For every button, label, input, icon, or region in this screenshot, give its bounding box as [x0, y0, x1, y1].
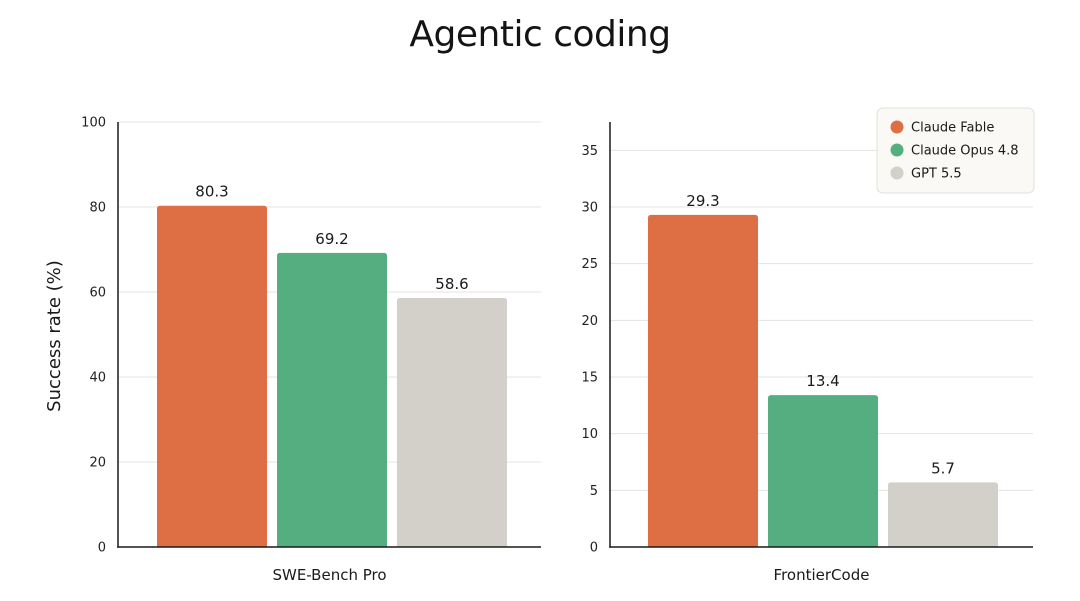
panel1-value-label: 58.6	[435, 275, 468, 293]
panel1-x-label: SWE-Bench Pro	[272, 566, 386, 584]
panel1-bar-2	[277, 252, 387, 547]
panel2-ytick-label: 5	[590, 484, 598, 499]
panel2-ytick-label: 10	[581, 427, 598, 442]
panel2-ytick-label: 30	[581, 201, 598, 216]
panel1-bar-1	[157, 205, 267, 547]
y-axis-label: Success rate (%)	[44, 260, 65, 412]
panel1-ytick-label: 20	[89, 456, 106, 471]
panel1-ytick-label: 80	[89, 201, 106, 216]
panel2-ytick-label: 0	[590, 541, 598, 556]
panel1-ytick-label: 0	[98, 541, 106, 556]
legend-swatch	[890, 143, 904, 157]
panel2-value-label: 29.3	[686, 192, 719, 210]
panel2-bar-2	[768, 395, 878, 547]
panel1-ytick-label: 40	[89, 371, 106, 386]
legend-label: GPT 5.5	[911, 167, 962, 182]
panel2-value-label: 5.7	[931, 459, 955, 477]
panel2-bar-3	[888, 482, 998, 547]
panel2-x-label: FrontierCode	[774, 566, 870, 584]
panel2-bar-1	[648, 214, 758, 547]
panel2-ytick-label: 25	[581, 257, 598, 272]
legend-label: Claude Opus 4.8	[911, 144, 1019, 159]
legend-box	[876, 107, 1035, 194]
panel2-value-label: 13.4	[806, 372, 839, 390]
chart-title: Agentic coding	[409, 14, 671, 55]
panel1-bar-3	[397, 297, 507, 547]
legend-swatch	[890, 166, 904, 180]
panel2-ytick-label: 15	[581, 371, 598, 386]
panel2-ytick-label: 20	[581, 314, 598, 329]
panel2-ytick-label: 35	[581, 144, 598, 159]
panel1-ytick-label: 60	[89, 286, 106, 301]
legend-label: Claude Fable	[911, 121, 994, 136]
panel1-value-label: 69.2	[315, 230, 348, 248]
panel1-value-label: 80.3	[195, 183, 228, 201]
legend-swatch	[890, 120, 904, 134]
panel1-ytick-label: 100	[81, 116, 106, 131]
